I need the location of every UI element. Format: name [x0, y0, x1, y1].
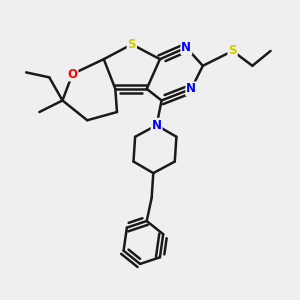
Text: S: S — [128, 38, 136, 51]
Text: N: N — [186, 82, 196, 95]
Text: N: N — [152, 119, 162, 132]
Text: N: N — [181, 41, 191, 54]
Text: O: O — [68, 68, 77, 80]
Text: S: S — [228, 44, 237, 57]
